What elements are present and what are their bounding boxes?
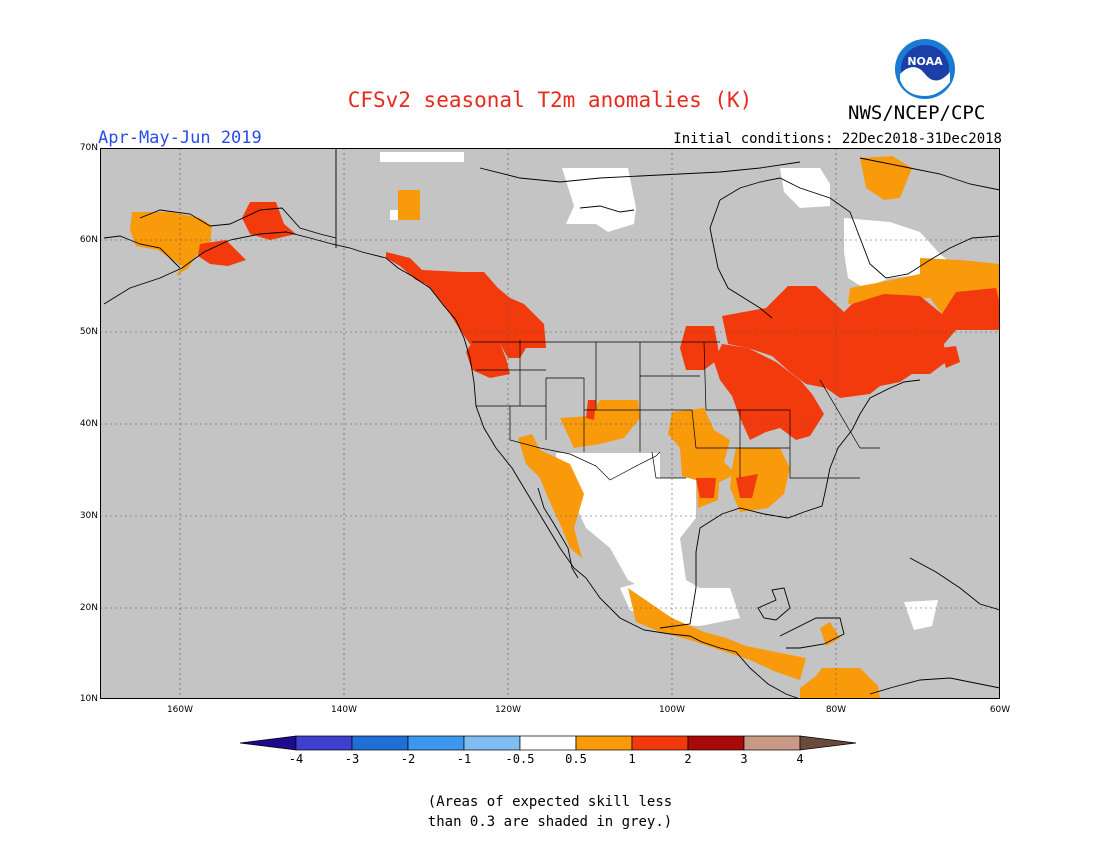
colorbar-tick-label: 0.5 — [565, 752, 587, 766]
chart-title: CFSv2 seasonal T2m anomalies (K) — [347, 88, 753, 112]
lat-label-50n: 50N — [79, 327, 98, 337]
initial-conditions: Initial conditions: 22Dec2018-31Dec2018 — [673, 131, 1002, 147]
colorbar-tick-label: 2 — [684, 752, 692, 766]
noaa-logo: NOAA — [894, 38, 956, 100]
anomaly-map — [100, 148, 1000, 699]
political-borders — [472, 340, 880, 481]
lat-label-20n: 20N — [79, 603, 98, 613]
lon-label-160w: 160W — [166, 705, 194, 715]
skill-note-line-2: than 0.3 are shaded in grey.) — [427, 814, 673, 830]
warm-1-to-2-areas — [198, 202, 1000, 498]
lon-label-60w: 60W — [989, 705, 1011, 715]
lat-label-60n: 60N — [79, 235, 98, 245]
colorbar-cell — [743, 735, 801, 751]
colorbar — [240, 735, 857, 751]
colorbar-cell — [631, 735, 689, 751]
colorbar-tick-label: -0.5 — [505, 752, 535, 766]
lon-label-100w: 100W — [658, 705, 686, 715]
colorbar-cell — [687, 735, 745, 751]
lon-label-80w: 80W — [825, 705, 847, 715]
lon-label-140w: 140W — [330, 705, 358, 715]
skill-note-line-1: (Areas of expected skill less — [427, 794, 673, 810]
agency-label: NWS/NCEP/CPC — [848, 102, 986, 124]
skill-note: (Areas of expected skill less than 0.3 a… — [0, 792, 1100, 832]
colorbar-tick-label: 4 — [796, 752, 804, 766]
lat-label-30n: 30N — [79, 511, 98, 521]
svg-text:NOAA: NOAA — [907, 55, 943, 68]
colorbar-cell — [463, 735, 521, 751]
graticule — [100, 148, 1000, 699]
lat-label-40n: 40N — [79, 419, 98, 429]
colorbar-under — [240, 735, 297, 751]
colorbar-tick-label: -1 — [456, 752, 472, 766]
forecast-period: Apr-May-Jun 2019 — [98, 128, 262, 148]
colorbar-tick-label: -3 — [344, 752, 360, 766]
colorbar-cell — [519, 735, 577, 751]
lat-label-70n: 70N — [79, 143, 98, 153]
lon-label-120w: 120W — [494, 705, 522, 715]
colorbar-cell — [407, 735, 465, 751]
colorbar-over — [799, 735, 857, 751]
colorbar-tick-label: -2 — [400, 752, 416, 766]
lat-label-10n: 10N — [79, 694, 98, 704]
colorbar-tick-label: 1 — [628, 752, 636, 766]
colorbar-cell — [351, 735, 409, 751]
colorbar-cell — [575, 735, 633, 751]
colorbar-tick-label: -4 — [288, 752, 304, 766]
colorbar-tick-label: 3 — [740, 752, 748, 766]
colorbar-cell — [295, 735, 353, 751]
